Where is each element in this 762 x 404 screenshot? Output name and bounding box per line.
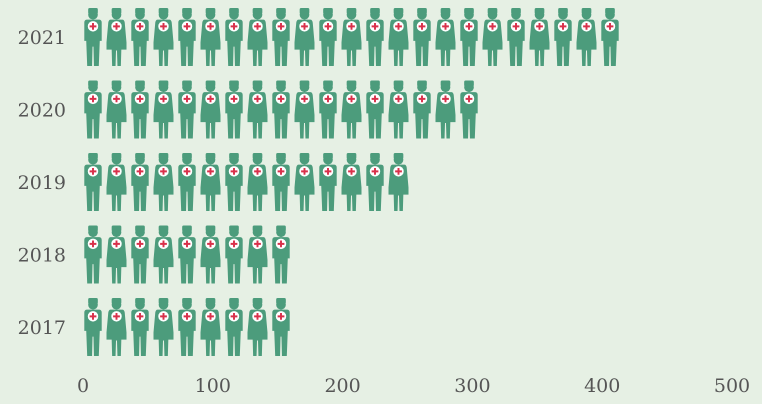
x-axis: 0 100 200 300 400 500 (77, 375, 750, 397)
nurse-icon (366, 80, 384, 139)
nurse-icon (576, 8, 597, 66)
bar-2019: 2019 (18, 153, 409, 211)
nurse-icon (529, 8, 550, 66)
nurse-icon (225, 8, 243, 66)
nurse-icon (366, 8, 384, 66)
nurse-icon (388, 80, 409, 139)
nurse-icon (131, 153, 149, 211)
nurse-icon (247, 298, 268, 356)
nurse-icon (131, 8, 149, 66)
nurse-icon (554, 8, 572, 66)
y-tick-label: 2019 (18, 172, 66, 194)
nurse-icon (178, 80, 196, 139)
x-tick-label: 0 (77, 375, 89, 397)
nurse-icon (84, 153, 102, 211)
nurse-icon (247, 80, 268, 139)
bar-2017: 2017 (18, 298, 290, 356)
nurse-icon (460, 8, 478, 66)
nurse-icon (388, 153, 409, 211)
nurse-icon (225, 225, 243, 284)
nurse-icon (319, 8, 337, 66)
nurse-icon (200, 225, 221, 284)
bar-2018: 2018 (18, 225, 290, 284)
nurse-icon (366, 153, 384, 211)
nurse-icon (106, 298, 127, 356)
nurse-icon (153, 225, 174, 284)
nurse-icon (106, 80, 127, 139)
nurse-icon (507, 8, 525, 66)
y-tick-label: 2017 (18, 317, 66, 339)
x-tick-label: 400 (584, 375, 620, 397)
nurse-icon (200, 153, 221, 211)
nurse-icon (153, 298, 174, 356)
nurse-icon (247, 153, 268, 211)
nurse-icon (84, 8, 102, 66)
nurse-icon (106, 8, 127, 66)
nurse-icon (294, 80, 315, 139)
nurse-icon (435, 8, 456, 66)
nurse-icon (319, 153, 337, 211)
nurse-icon (272, 298, 290, 356)
nurse-icon (200, 8, 221, 66)
nurse-icon (294, 8, 315, 66)
nurse-icon (153, 80, 174, 139)
nurse-icon (225, 80, 243, 139)
y-tick-label: 2018 (18, 245, 66, 267)
nurse-icon (84, 80, 102, 139)
nurse-icon (482, 8, 503, 66)
nurse-icon (225, 153, 243, 211)
nurse-icon (247, 225, 268, 284)
nurse-icon (294, 153, 315, 211)
nurse-icon (153, 8, 174, 66)
nurse-icon (319, 80, 337, 139)
nurse-icon (341, 8, 362, 66)
nurse-icon (200, 298, 221, 356)
x-tick-label: 100 (195, 375, 231, 397)
nurse-icon (272, 8, 290, 66)
nurse-icon (388, 8, 409, 66)
nurse-icon (106, 225, 127, 284)
nurse-icon (341, 80, 362, 139)
nurse-icon (272, 153, 290, 211)
nurse-icon (178, 153, 196, 211)
y-tick-label: 2020 (18, 100, 66, 122)
nurse-icon (272, 80, 290, 139)
nurse-icon (413, 8, 431, 66)
nurse-icon (272, 225, 290, 284)
x-tick-label: 300 (454, 375, 490, 397)
nurse-icon (247, 8, 268, 66)
nurse-icon (435, 80, 456, 139)
y-tick-label: 2021 (18, 27, 66, 49)
nurse-icon (225, 298, 243, 356)
x-tick-label: 500 (714, 375, 750, 397)
nurse-icon (178, 8, 196, 66)
nurse-icon (413, 80, 431, 139)
nurse-icon (84, 225, 102, 284)
nurse-icon (460, 80, 478, 139)
nurse-icon (178, 298, 196, 356)
nurse-icon (131, 298, 149, 356)
nurse-icon (131, 225, 149, 284)
nurse-icon (178, 225, 196, 284)
nurse-icon (341, 153, 362, 211)
nurse-icon (200, 80, 221, 139)
bar-2021: 2021 (18, 8, 619, 66)
nurse-icon (601, 8, 619, 66)
bar-2020: 2020 (18, 80, 478, 139)
nurse-icon (131, 80, 149, 139)
nurse-icon (106, 153, 127, 211)
x-tick-label: 200 (324, 375, 360, 397)
nurse-icon (84, 298, 102, 356)
nurse-icon (153, 153, 174, 211)
